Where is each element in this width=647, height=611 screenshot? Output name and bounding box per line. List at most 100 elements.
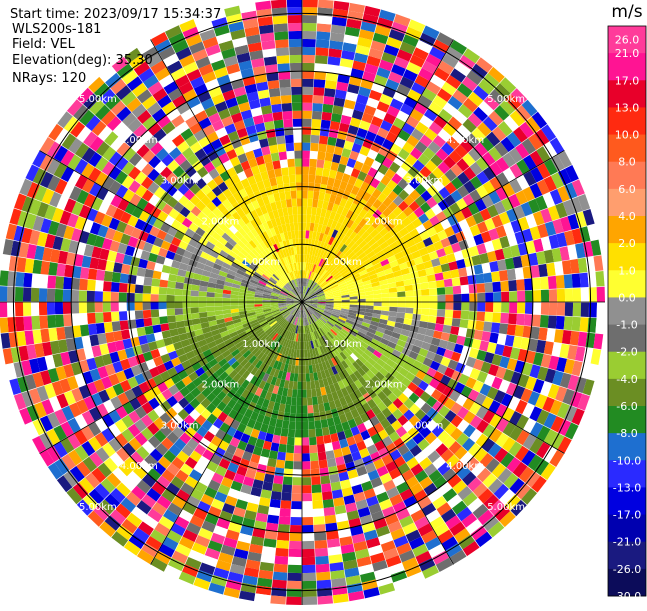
velocity-cell (143, 294, 151, 302)
velocity-cell (291, 501, 301, 509)
velocity-cell (238, 299, 246, 302)
velocity-cell (290, 517, 301, 525)
velocity-cell (312, 492, 322, 501)
velocity-cell (294, 222, 298, 230)
velocity-cell (302, 469, 311, 477)
velocity-cell (302, 71, 314, 79)
velocity-cell (302, 174, 308, 182)
velocity-cell (302, 382, 306, 390)
velocity-cell (515, 268, 524, 280)
velocity-cell (342, 302, 350, 304)
velocity-cell (485, 292, 493, 302)
velocity-cell (175, 315, 184, 322)
velocity-cell (313, 404, 319, 413)
velocity-cell (63, 302, 71, 314)
velocity-cell (299, 358, 302, 366)
velocity-cell (291, 87, 302, 95)
velocity-cell (421, 289, 429, 296)
velocity-cell (573, 288, 581, 302)
velocity-cell (282, 111, 292, 120)
velocity-cell (286, 397, 292, 406)
velocity-cell (119, 311, 128, 321)
colorbar-tick-label: -13.0 (613, 481, 641, 494)
velocity-cell (47, 302, 55, 315)
colorbar-tick-label: 0.0 (618, 291, 636, 304)
velocity-cell (145, 269, 154, 278)
velocity-cell (461, 285, 470, 294)
velocity-cell (23, 273, 32, 287)
velocity-cell (302, 501, 312, 509)
velocity-cell (325, 515, 337, 524)
colorbar-tick-label: -4.0 (616, 373, 637, 386)
velocity-cell (292, 485, 302, 493)
velocity-cell (327, 137, 337, 146)
velocity-cell (429, 288, 437, 295)
velocity-cell (318, 0, 334, 9)
velocity-cell (315, 428, 323, 437)
velocity-cell (191, 285, 200, 291)
velocity-cell (501, 292, 509, 302)
velocity-cell (302, 79, 313, 87)
velocity-cell (492, 312, 501, 322)
velocity-cell (55, 276, 64, 289)
velocity-cell (96, 270, 105, 281)
velocity-cell (435, 323, 444, 331)
velocity-cell (421, 302, 429, 308)
velocity-cell (289, 39, 302, 47)
velocity-cell (302, 533, 314, 541)
velocity-cell (435, 272, 444, 280)
velocity-cell (23, 316, 32, 330)
velocity-cell (277, 532, 289, 541)
velocity-cell (311, 469, 320, 478)
velocity-cell (460, 276, 469, 285)
velocity-cell (322, 427, 330, 436)
velocity-cell (303, 0, 318, 7)
velocity-cell (548, 315, 557, 328)
velocity-cell (135, 310, 144, 319)
velocity-cell (310, 151, 318, 160)
velocity-cell (491, 322, 500, 333)
velocity-cell (381, 306, 389, 311)
ring-label: 5.00km (487, 502, 525, 513)
velocity-cell (311, 477, 321, 486)
velocity-cell (315, 540, 328, 549)
colorbar-tick-label: -1.0 (616, 319, 637, 332)
colorbar-tick-label: 13.0 (615, 101, 640, 114)
velocity-cell (302, 429, 309, 437)
velocity-cell (549, 303, 557, 316)
velocity-cell (309, 159, 317, 168)
velocity-cell (15, 287, 23, 301)
velocity-cell (564, 274, 573, 288)
ring-label: 4.00km (446, 135, 484, 146)
velocity-cell (175, 282, 184, 289)
velocity-cell (365, 295, 373, 299)
velocity-cell (151, 302, 159, 310)
velocity-cell (350, 302, 358, 305)
velocity-cell (295, 230, 299, 238)
velocity-cell (206, 307, 214, 312)
velocity-cell (320, 467, 330, 476)
velocity-cell (199, 291, 207, 297)
velocity-cell (15, 302, 23, 316)
velocity-cell (137, 267, 146, 277)
velocity-cell (322, 491, 333, 500)
velocity-cell (501, 302, 509, 312)
velocity-cell (268, 137, 278, 146)
velocity-cell (127, 302, 135, 311)
velocity-cell (325, 80, 337, 89)
velocity-cell (287, 581, 301, 589)
velocity-cell (312, 484, 322, 493)
velocity-cell (271, 152, 280, 161)
velocity-cell (397, 307, 405, 313)
velocity-cell (214, 302, 222, 306)
elevation-label: Elevation(deg): 35.30 (12, 54, 153, 67)
velocity-cell (302, 254, 304, 262)
velocity-cell (292, 206, 297, 214)
velocity-cell (493, 302, 501, 312)
velocity-cell (483, 322, 492, 332)
velocity-cell (318, 452, 327, 461)
velocity-cell (291, 191, 297, 199)
velocity-cell (275, 128, 285, 137)
velocity-cell (143, 310, 152, 318)
colorbar-tick-label: 4.0 (618, 210, 636, 223)
